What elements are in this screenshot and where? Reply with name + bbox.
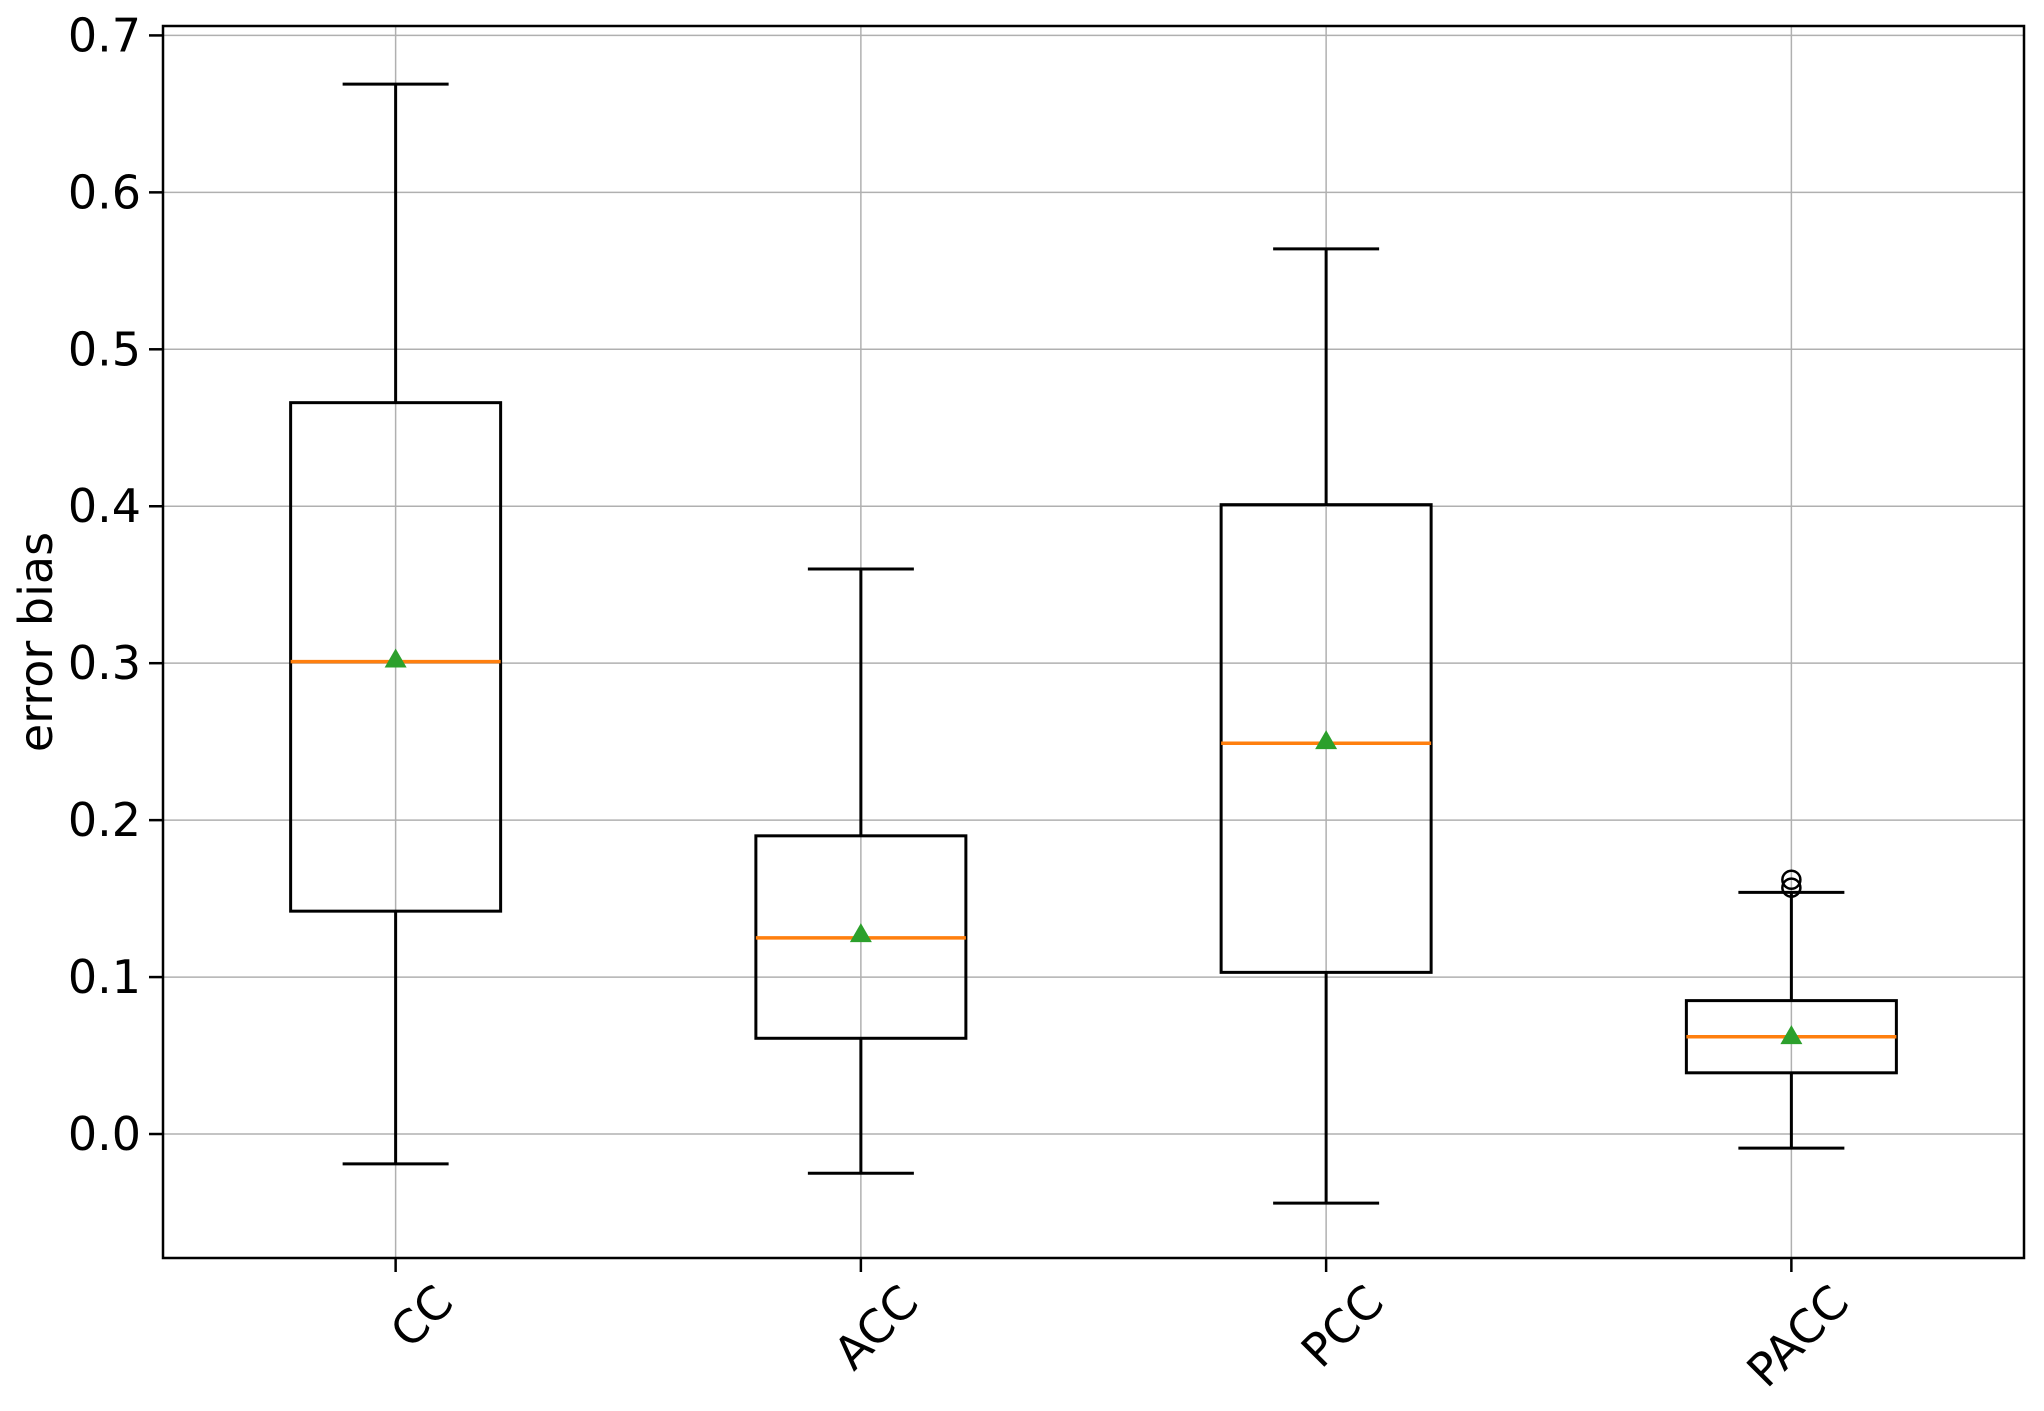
y-tick-label: 0.0 [68, 1107, 141, 1161]
y-axis-label: error bias [9, 532, 63, 752]
outlier-marker [1781, 877, 1802, 898]
mean-marker [1780, 1025, 1803, 1045]
plot-border [161, 24, 2026, 1260]
y-tick-label: 0.7 [68, 8, 141, 62]
x-tick-label: CC [380, 1275, 464, 1359]
y-tick-label: 0.3 [68, 636, 141, 690]
y-tick-label: 0.6 [68, 165, 141, 219]
iqr-box [289, 401, 503, 913]
x-tick-label: PCC [1291, 1275, 1394, 1378]
y-tick-label: 0.4 [68, 479, 141, 533]
mean-marker [849, 923, 872, 943]
y-tick-label: 0.1 [68, 950, 141, 1004]
y-tick-label: 0.2 [68, 793, 141, 847]
outlier-marker [1781, 869, 1802, 891]
iqr-box [1219, 503, 1433, 974]
x-tick-label: ACC [823, 1275, 928, 1380]
mean-marker [384, 648, 407, 668]
mean-marker [1315, 730, 1338, 750]
x-tick-label: PACC [1736, 1275, 1859, 1398]
y-tick-label: 0.5 [68, 322, 141, 376]
